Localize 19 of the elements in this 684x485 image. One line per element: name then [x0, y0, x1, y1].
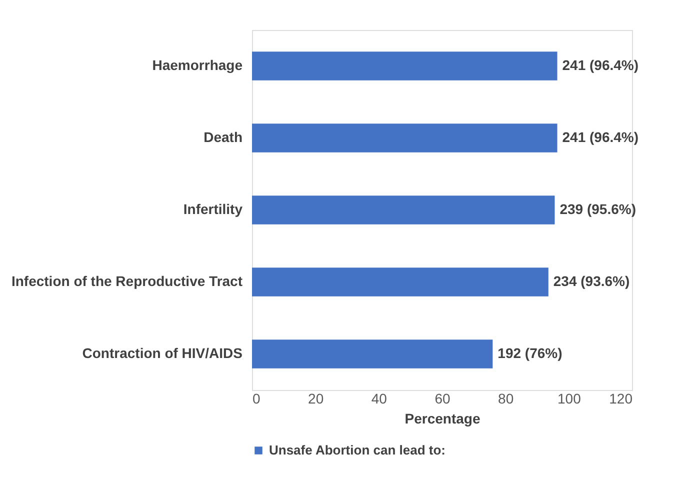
- x-tick-label: 20: [308, 390, 324, 406]
- legend-label: Unsafe Abortion can lead to:: [269, 442, 446, 458]
- y-tick-label: Infection of the Reproductive Tract: [11, 273, 243, 289]
- data-label: 241 (96.4%): [562, 129, 639, 145]
- y-tick-label: Death: [204, 129, 242, 145]
- y-tick-label: Haemorrhage: [152, 57, 243, 73]
- x-tick-label: 0: [252, 390, 260, 406]
- x-axis-title: Percentage: [404, 410, 480, 426]
- data-label: 234 (93.6%): [553, 273, 630, 289]
- x-tick-label: 40: [371, 390, 388, 406]
- data-label: 241 (96.4%): [562, 57, 639, 73]
- data-label: 192 (76%): [498, 345, 562, 361]
- data-label: 239 (95.6%): [560, 201, 636, 217]
- y-tick-label: Infertility: [183, 201, 243, 217]
- x-tick-label: 60: [434, 390, 450, 406]
- x-tick-label: 100: [557, 390, 582, 406]
- y-tick-label: Contraction of HIV/AIDS: [82, 345, 242, 361]
- x-tick-label: 120: [609, 390, 633, 406]
- x-tick-label: 80: [498, 390, 514, 406]
